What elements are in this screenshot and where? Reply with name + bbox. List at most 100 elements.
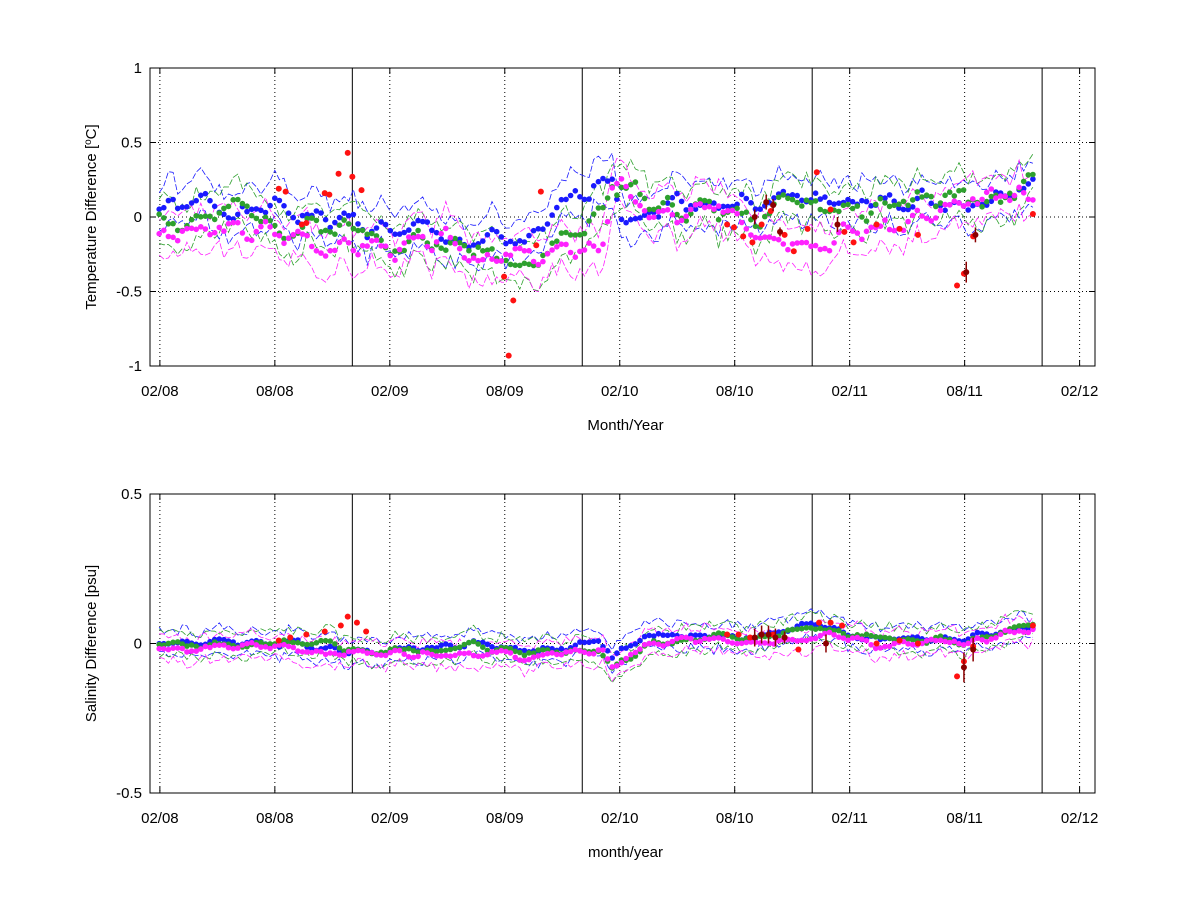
blue-series-point	[563, 196, 569, 203]
green-series-point	[775, 194, 782, 201]
green-series-point	[336, 645, 343, 651]
magenta-series-point	[239, 230, 246, 236]
blue-series-point	[193, 197, 199, 204]
blue-series-point	[221, 636, 227, 643]
green-series-point	[443, 247, 449, 253]
green-series-point	[443, 647, 449, 654]
magenta-series-point	[928, 218, 934, 224]
magenta-series-point	[369, 649, 375, 656]
magenta-series-point	[600, 647, 606, 653]
magenta-series-point	[988, 636, 995, 642]
green-series-point	[332, 641, 338, 647]
y-tick-label: 0	[134, 209, 142, 226]
magenta-series-point	[244, 236, 250, 242]
blue-series-point	[660, 632, 666, 638]
magenta-series-point	[799, 637, 805, 644]
green-series-point	[318, 229, 324, 235]
darkred-point	[770, 202, 777, 209]
magenta-series-point	[401, 240, 408, 246]
blue-series-point	[558, 645, 565, 652]
green-series-point	[373, 233, 380, 239]
x-tick-label: 08/10	[716, 383, 754, 400]
magenta-series-point	[304, 232, 310, 239]
magenta-series-point	[646, 640, 652, 647]
magenta-series-point	[304, 649, 310, 655]
magenta-series-point	[946, 639, 953, 646]
magenta-series-point	[997, 631, 1004, 638]
magenta-series-point	[785, 246, 791, 253]
blue-series-point	[480, 639, 486, 646]
green-series-point	[997, 199, 1004, 205]
magenta-series-point	[503, 648, 509, 655]
blue-series-point	[812, 190, 819, 196]
green-series-point	[211, 216, 218, 223]
green-series-point	[429, 647, 435, 654]
green-series-point	[470, 638, 477, 645]
x-tick-label: 02/12	[1061, 810, 1099, 827]
green-series-point	[854, 203, 861, 209]
green-series-point	[891, 202, 897, 209]
red-point	[724, 221, 731, 228]
magenta-series-point	[909, 641, 916, 648]
x-tick-label: 08/09	[486, 810, 524, 827]
red-point	[287, 634, 294, 641]
green-series-point	[789, 626, 796, 633]
magenta-series-point	[734, 210, 740, 217]
green-series-point	[258, 639, 264, 646]
magenta-series-point	[253, 642, 260, 648]
blue-series-point	[530, 227, 537, 234]
blue-series-point	[410, 221, 417, 227]
blue-series-point	[794, 192, 800, 199]
red-point	[298, 221, 305, 228]
green-series-point	[503, 257, 509, 264]
green-series-point	[304, 215, 310, 222]
red-point	[321, 628, 328, 635]
blue-series-point	[789, 192, 796, 198]
blue-series-point	[498, 234, 505, 240]
green-series-point	[244, 203, 250, 209]
green-series-point	[868, 210, 874, 216]
x-tick-label: 02/11	[831, 810, 867, 827]
blue-series-point	[669, 194, 676, 201]
green-series-point	[896, 201, 902, 207]
magenta-series-point	[1007, 197, 1013, 204]
y-tick-label: 0.5	[121, 135, 142, 152]
green-series-point	[600, 204, 606, 211]
green-series-point	[461, 242, 468, 249]
magenta-series-point	[577, 248, 583, 255]
magenta-series-point	[521, 248, 528, 254]
magenta-series-point	[794, 638, 800, 644]
green-series-point	[590, 211, 597, 217]
red-point	[873, 221, 880, 228]
blue-series-point	[775, 629, 782, 635]
green-series-point	[849, 205, 856, 212]
green-series-point	[919, 194, 925, 200]
green-series-point	[235, 196, 241, 203]
magenta-series-point	[586, 651, 592, 657]
green-series-point	[452, 235, 458, 242]
green-series-point	[207, 213, 213, 220]
temperature-panel: -1 -0.5 0 0.5 1 02/08 08/08 02/09 08/09 02/10 08/1…	[83, 60, 1099, 434]
temperature-y-label-pre: Temperature Difference [	[83, 144, 100, 310]
blue-series-point	[614, 196, 620, 202]
magenta-series-point	[244, 640, 250, 647]
x-tick-label: 02/09	[371, 810, 409, 827]
magenta-series-point	[979, 637, 985, 643]
magenta-series-point	[433, 653, 440, 659]
magenta-series-point	[641, 641, 648, 648]
magenta-series-point	[424, 243, 431, 250]
magenta-series-point	[780, 241, 787, 247]
green-series-point	[415, 227, 421, 234]
green-series-point	[193, 643, 199, 650]
red-point	[781, 231, 788, 238]
blue-series-point	[415, 217, 421, 224]
magenta-series-point	[447, 653, 454, 659]
blue-series-point	[581, 639, 588, 646]
blue-series-point	[600, 175, 606, 182]
magenta-series-point	[530, 258, 537, 265]
green-series-point	[272, 222, 278, 229]
magenta-series-point	[701, 204, 708, 211]
blue-series-point	[433, 229, 440, 236]
magenta-series-point	[345, 240, 352, 246]
magenta-series-point	[956, 200, 962, 206]
